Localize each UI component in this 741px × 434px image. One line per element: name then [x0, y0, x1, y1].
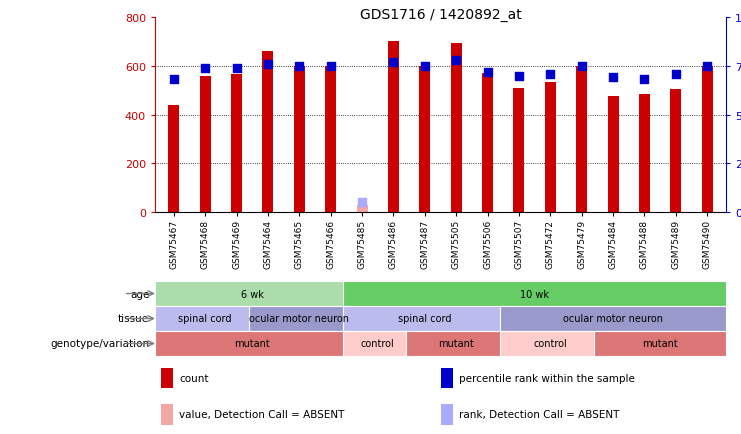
Bar — [343, 281, 726, 306]
Bar — [161, 368, 173, 388]
Text: genotype/variation: genotype/variation — [50, 339, 149, 349]
Bar — [262, 52, 273, 213]
Point — [388, 59, 399, 66]
Bar — [356, 205, 368, 213]
Bar — [168, 105, 179, 213]
Point — [419, 63, 431, 70]
Point — [701, 63, 713, 70]
Text: rank, Detection Call = ABSENT: rank, Detection Call = ABSENT — [459, 409, 619, 419]
Point — [639, 77, 651, 84]
Bar — [155, 331, 350, 356]
Point — [607, 75, 619, 82]
Text: mutant: mutant — [439, 339, 474, 349]
Point — [576, 63, 588, 70]
Bar — [249, 306, 350, 331]
Text: spinal cord: spinal cord — [398, 314, 451, 324]
Text: ocular motor neuron: ocular motor neuron — [249, 314, 349, 324]
Point — [293, 63, 305, 70]
Text: ocular motor neuron: ocular motor neuron — [563, 314, 663, 324]
Bar — [482, 74, 493, 213]
Bar — [200, 76, 210, 213]
Bar — [671, 90, 681, 213]
Text: GDS1716 / 1420892_at: GDS1716 / 1420892_at — [359, 8, 522, 22]
Bar — [388, 42, 399, 213]
Text: control: control — [361, 339, 395, 349]
Bar — [594, 331, 726, 356]
Bar — [545, 82, 556, 213]
Bar — [155, 281, 350, 306]
Bar — [451, 43, 462, 213]
Bar — [500, 306, 726, 331]
Text: percentile rank within the sample: percentile rank within the sample — [459, 373, 634, 383]
Bar — [294, 66, 305, 213]
Text: count: count — [179, 373, 208, 383]
Bar — [161, 404, 173, 424]
Bar — [343, 306, 506, 331]
Bar — [576, 66, 587, 213]
Point — [482, 69, 494, 76]
Bar — [419, 66, 431, 213]
Bar — [639, 95, 650, 213]
Point — [325, 63, 336, 70]
Bar — [608, 97, 619, 213]
Text: 6 wk: 6 wk — [241, 289, 264, 299]
Point — [168, 77, 180, 84]
Text: mutant: mutant — [234, 339, 270, 349]
Point — [670, 71, 682, 78]
Bar — [325, 66, 336, 213]
Text: spinal cord: spinal cord — [179, 314, 232, 324]
Point — [262, 61, 274, 68]
Point — [545, 71, 556, 78]
Point — [199, 65, 211, 72]
Bar — [406, 331, 506, 356]
Bar — [231, 75, 242, 213]
Bar — [514, 89, 525, 213]
Point — [230, 65, 242, 72]
Point — [356, 199, 368, 206]
Point — [451, 57, 462, 64]
Text: value, Detection Call = ABSENT: value, Detection Call = ABSENT — [179, 409, 345, 419]
Text: control: control — [534, 339, 567, 349]
Bar — [440, 404, 453, 424]
Point — [513, 73, 525, 80]
Bar — [702, 66, 713, 213]
Bar — [155, 306, 256, 331]
Bar — [343, 331, 412, 356]
Text: 10 wk: 10 wk — [520, 289, 549, 299]
Bar — [500, 331, 600, 356]
Text: tissue: tissue — [118, 314, 149, 324]
Bar — [440, 368, 453, 388]
Text: mutant: mutant — [642, 339, 678, 349]
Text: age: age — [130, 289, 149, 299]
